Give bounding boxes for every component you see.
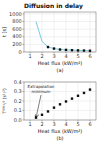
y-tick — [23, 52, 25, 53]
y-tick — [23, 120, 25, 121]
grid-line — [24, 110, 96, 111]
grid-line — [66, 82, 67, 120]
point — [77, 49, 79, 51]
y-tick-label: 0.1 — [14, 107, 22, 113]
point — [65, 100, 67, 102]
grid-line — [24, 101, 96, 102]
y-tick — [23, 91, 25, 92]
x-tick-label: 6 — [88, 121, 91, 127]
point — [83, 92, 85, 94]
point — [71, 49, 73, 51]
x-axis-label: Heat flux (kW/m²) — [38, 128, 83, 134]
plot-frame — [24, 82, 96, 120]
point — [53, 106, 55, 108]
grid-line — [24, 29, 96, 30]
point — [83, 49, 85, 51]
y-tick-label: 200 — [12, 41, 22, 47]
x-tick-label: 5 — [76, 53, 79, 59]
panel-label: (b) — [56, 135, 63, 141]
data-group — [36, 22, 91, 52]
grid-line — [42, 12, 43, 52]
y-tick-label: 800 — [12, 18, 22, 24]
point — [53, 47, 55, 49]
grid-line — [24, 36, 96, 37]
x-tick-label: 4 — [64, 53, 67, 59]
point — [47, 46, 49, 48]
point — [47, 110, 49, 112]
point — [59, 103, 61, 105]
x-tick-label: 2 — [40, 53, 43, 59]
grid-line — [78, 12, 79, 52]
x-axis-label: Heat flux (kW/m²) — [38, 60, 83, 66]
x-tick-label: 3 — [52, 121, 55, 127]
y-tick — [23, 13, 25, 14]
x-tick-label: 1 — [28, 121, 31, 127]
grid-line — [24, 21, 96, 22]
title: Diffusion in delay — [24, 2, 83, 10]
x-tick-label: 2 — [40, 121, 43, 127]
plot-frame — [24, 12, 96, 52]
point — [41, 114, 43, 116]
chart: 1 2 3 4 5 6 0 200 400600 8001000 Heat flux (kW/m²)… — [1, 2, 96, 73]
y-tick-label: 0.2 — [14, 98, 22, 104]
y-tick — [23, 82, 25, 83]
point — [89, 88, 91, 90]
y-tick-label: 0.3 — [14, 88, 22, 94]
point — [71, 97, 73, 99]
grid-line — [54, 12, 55, 52]
x-tick-label: 6 — [88, 53, 91, 59]
point — [59, 48, 61, 50]
point — [89, 50, 91, 52]
y-tick-label: 0.4 — [14, 79, 22, 85]
y-axis-label: t [s] — [1, 27, 7, 37]
grid-line — [24, 13, 96, 14]
figure: 1 2 3 4 5 6 0 200 400600 8001000 Heat flux (kW/m²)… — [0, 0, 100, 155]
annotation-line: minimum — [32, 89, 51, 94]
grid-line — [66, 12, 67, 52]
grid-line — [24, 44, 96, 45]
annotation: Extrapolationminimum — [28, 84, 55, 94]
y-tick-label: 600 — [12, 26, 22, 32]
y-tick — [23, 101, 25, 102]
y-tick-label: 1000 — [9, 11, 22, 17]
y-tick-label: 0.0 — [14, 117, 22, 123]
x-tick-label: 3 — [52, 53, 55, 59]
grid-line — [90, 12, 91, 52]
y-tick — [23, 29, 25, 30]
chart: 1 2 3 4 5 6 0.0 0.1 0.2 0.3 0.4 Heat flux (kW/m²) Tᴵ… — [2, 79, 96, 141]
y-tick — [23, 21, 25, 22]
x-tick-label: 4 — [64, 121, 67, 127]
y-tick — [23, 44, 25, 45]
x-tick-label: 5 — [76, 121, 79, 127]
annotation-arrow — [36, 95, 41, 118]
grid-line — [30, 12, 31, 52]
x-tick-label: 1 — [28, 53, 31, 59]
y-tick — [23, 36, 25, 37]
y-axis-label: Tᴵᴳᴺ¹/² (s¹/²) — [2, 88, 7, 115]
y-tick — [23, 110, 25, 111]
point — [65, 49, 67, 51]
point — [77, 95, 79, 97]
line — [36, 22, 90, 51]
y-tick-label: 400 — [12, 33, 22, 39]
panel-label: (a) — [57, 67, 64, 73]
y-tick-label: 0 — [19, 49, 22, 55]
